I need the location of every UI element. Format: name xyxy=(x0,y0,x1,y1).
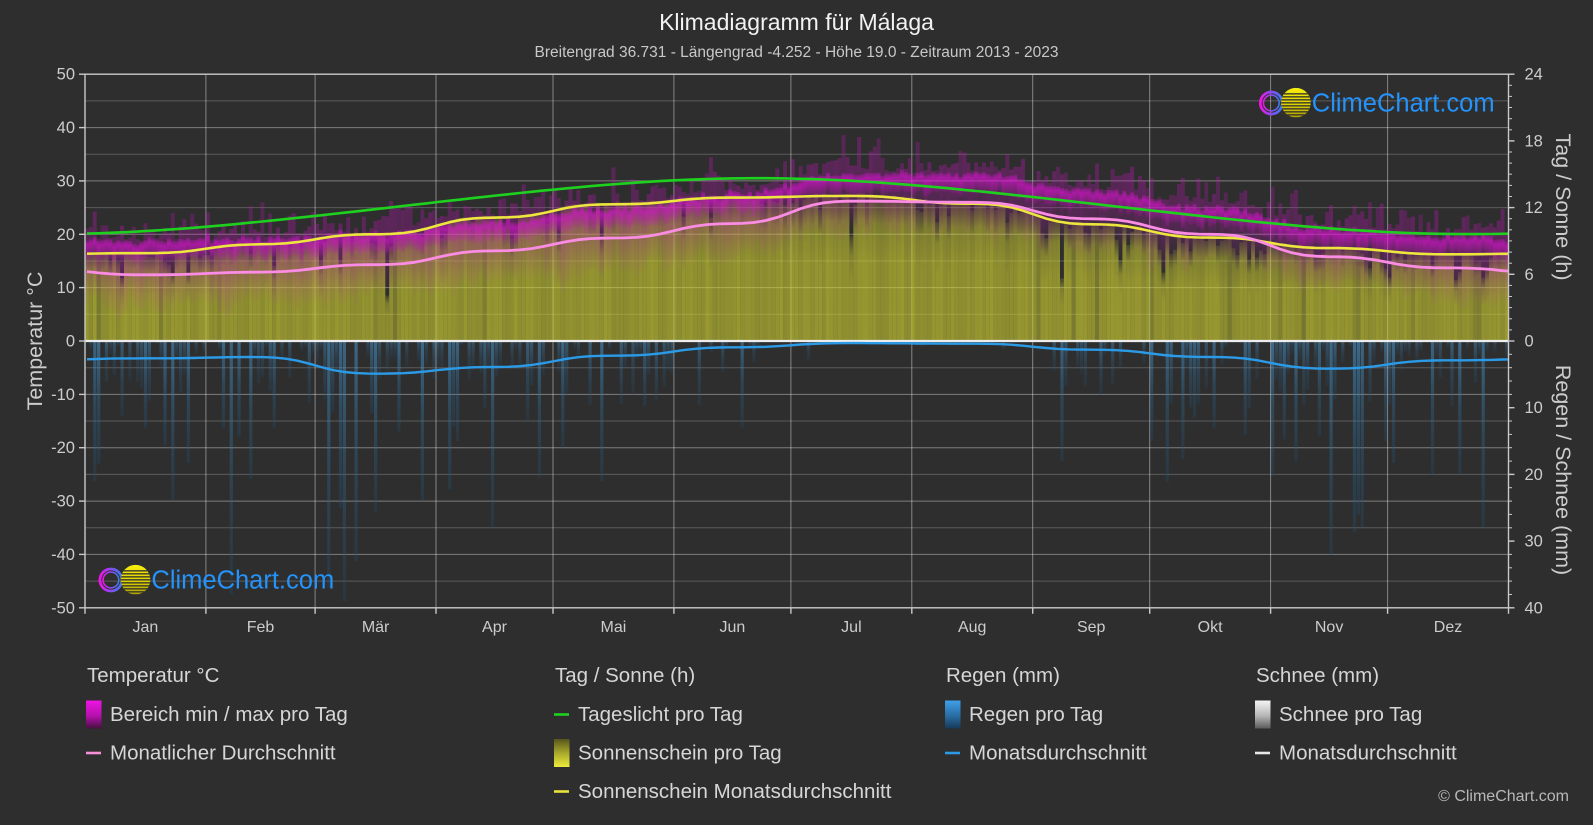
svg-text:Jan: Jan xyxy=(133,619,159,636)
svg-text:Feb: Feb xyxy=(247,619,275,636)
svg-text:10: 10 xyxy=(57,279,75,297)
svg-text:Regen pro Tag: Regen pro Tag xyxy=(969,703,1103,726)
svg-text:12: 12 xyxy=(1525,199,1543,217)
svg-text:Temperatur °C: Temperatur °C xyxy=(23,272,47,411)
svg-text:40: 40 xyxy=(57,119,75,137)
svg-text:Bereich min / max pro Tag: Bereich min / max pro Tag xyxy=(110,703,348,726)
svg-text:Jun: Jun xyxy=(720,619,746,636)
svg-text:Temperatur °C: Temperatur °C xyxy=(87,664,220,687)
svg-text:0: 0 xyxy=(1525,333,1534,351)
svg-text:24: 24 xyxy=(1525,66,1543,84)
svg-text:Klimadiagramm für Málaga: Klimadiagramm für Málaga xyxy=(659,9,934,35)
svg-text:Schnee pro Tag: Schnee pro Tag xyxy=(1279,703,1422,726)
svg-text:Jul: Jul xyxy=(841,619,861,636)
svg-text:10: 10 xyxy=(1525,399,1543,417)
svg-text:Nov: Nov xyxy=(1315,619,1343,636)
svg-text:Tag / Sonne (h): Tag / Sonne (h) xyxy=(1551,133,1575,280)
svg-text:30: 30 xyxy=(57,172,75,190)
svg-text:Apr: Apr xyxy=(482,619,508,636)
svg-text:Breitengrad 36.731 - Längengra: Breitengrad 36.731 - Längengrad -4.252 -… xyxy=(535,44,1059,61)
svg-text:Sep: Sep xyxy=(1077,619,1106,636)
svg-text:Schnee (mm): Schnee (mm) xyxy=(1256,664,1379,687)
svg-text:40: 40 xyxy=(1525,599,1543,617)
svg-text:Dez: Dez xyxy=(1434,619,1462,636)
svg-text:-10: -10 xyxy=(51,386,75,404)
svg-text:Monatsdurchschnitt: Monatsdurchschnitt xyxy=(969,742,1147,765)
svg-text:30: 30 xyxy=(1525,533,1543,551)
svg-text:18: 18 xyxy=(1525,132,1543,150)
svg-text:Regen (mm): Regen (mm) xyxy=(946,664,1060,687)
svg-text:Okt: Okt xyxy=(1198,619,1223,636)
svg-text:-50: -50 xyxy=(51,599,75,617)
svg-text:Mai: Mai xyxy=(601,619,627,636)
svg-text:Mär: Mär xyxy=(362,619,390,636)
svg-text:Tageslicht pro Tag: Tageslicht pro Tag xyxy=(578,703,743,726)
svg-text:-30: -30 xyxy=(51,493,75,511)
svg-text:Sonnenschein pro Tag: Sonnenschein pro Tag xyxy=(578,742,782,765)
svg-text:© ClimeChart.com: © ClimeChart.com xyxy=(1438,788,1569,805)
svg-text:-40: -40 xyxy=(51,546,75,564)
svg-text:Sonnenschein Monatsdurchschnit: Sonnenschein Monatsdurchschnitt xyxy=(578,780,892,803)
svg-text:50: 50 xyxy=(57,66,75,84)
svg-text:Tag / Sonne (h): Tag / Sonne (h) xyxy=(555,664,695,687)
svg-text:-20: -20 xyxy=(51,439,75,457)
svg-text:Regen / Schnee (mm): Regen / Schnee (mm) xyxy=(1551,365,1575,575)
svg-text:Monatlicher Durchschnitt: Monatlicher Durchschnitt xyxy=(110,742,336,765)
svg-text:Aug: Aug xyxy=(958,619,986,636)
svg-text:Monatsdurchschnitt: Monatsdurchschnitt xyxy=(1279,742,1457,765)
svg-text:6: 6 xyxy=(1525,266,1534,284)
svg-text:0: 0 xyxy=(66,333,75,351)
svg-text:20: 20 xyxy=(1525,466,1543,484)
svg-text:20: 20 xyxy=(57,226,75,244)
